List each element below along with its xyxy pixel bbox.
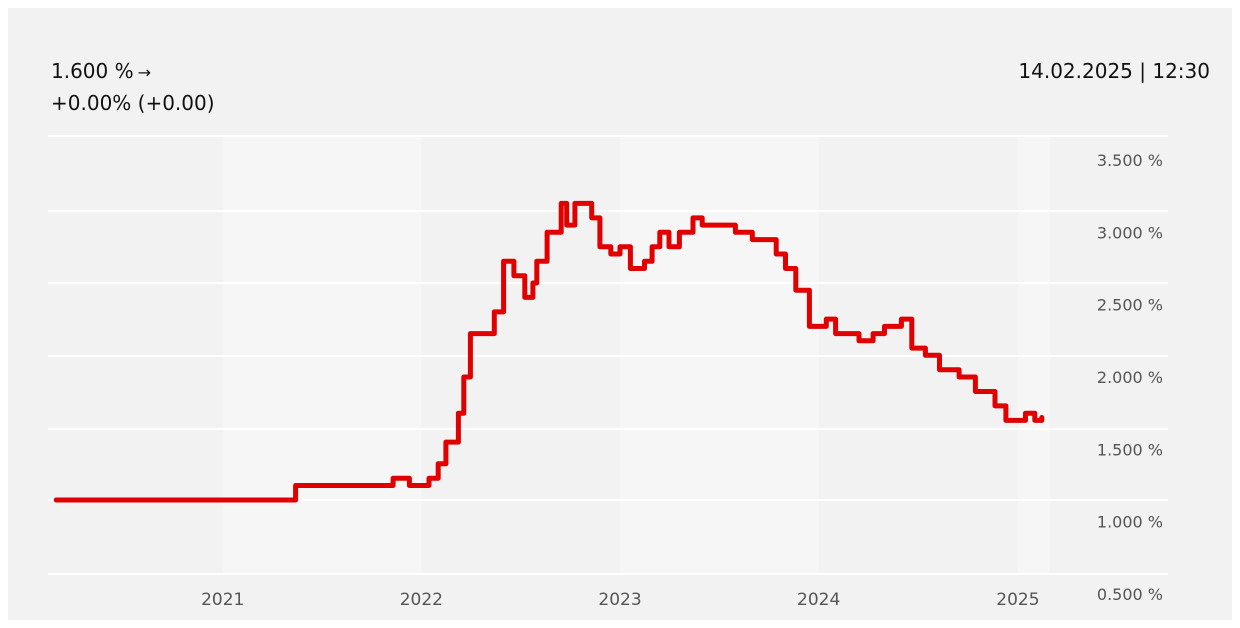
series-layer bbox=[53, 200, 1045, 503]
quote-block: 1.600 % → +0.00% (+0.00) bbox=[51, 56, 215, 118]
line-chart: 3.500 % 3.000 % 2.500 % 2.000 % 1.500 % 1.000… bbox=[48, 135, 1168, 610]
x-tick-label: 2024 bbox=[797, 590, 840, 610]
trend-arrow-icon: → bbox=[137, 63, 152, 82]
x-tick-label: 2021 bbox=[201, 590, 244, 610]
gridlines bbox=[48, 135, 1168, 575]
y-tick-label: 2.000 % bbox=[1097, 368, 1163, 387]
y-tick-label: 2.500 % bbox=[1097, 296, 1163, 315]
y-tick-label: 3.500 % bbox=[1097, 151, 1163, 170]
current-value: 1.600 % bbox=[51, 59, 134, 83]
x-axis-labels: 2021 2022 2023 2024 2025 bbox=[201, 590, 1039, 610]
chart-card: 1.600 % → +0.00% (+0.00) 14.02.2025 | 12:… bbox=[8, 8, 1232, 620]
y-tick-label: 1.500 % bbox=[1097, 440, 1163, 459]
timestamp: 14.02.2025 | 12:30 bbox=[1018, 59, 1210, 83]
y-tick-label: 3.000 % bbox=[1097, 223, 1163, 242]
y-tick-label: 1.000 % bbox=[1097, 513, 1163, 532]
change-value: +0.00% (+0.00) bbox=[51, 91, 215, 115]
y-axis-labels: 3.500 % 3.000 % 2.500 % 2.000 % 1.500 % 1.000… bbox=[1097, 151, 1163, 604]
x-tick-label: 2023 bbox=[598, 590, 641, 610]
x-tick-label: 2022 bbox=[400, 590, 443, 610]
y-tick-label: 0.500 % bbox=[1097, 585, 1163, 604]
series-line bbox=[53, 200, 1045, 503]
x-tick-label: 2025 bbox=[996, 590, 1039, 610]
